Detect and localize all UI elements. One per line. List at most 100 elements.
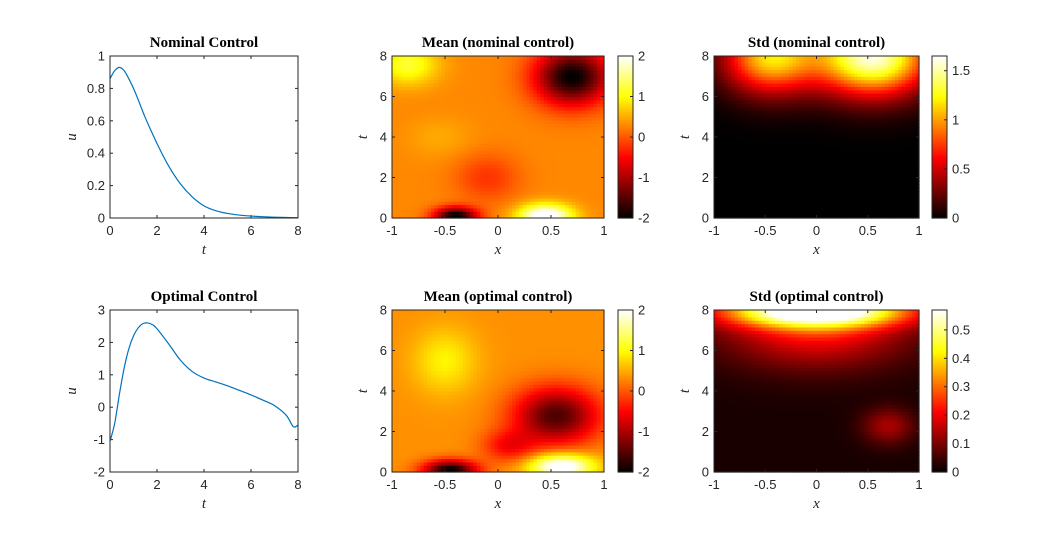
heatmap-cell: [586, 194, 591, 199]
heatmap-cell: [568, 147, 573, 152]
heatmap-cell: [423, 96, 428, 101]
heatmap-cell: [731, 86, 736, 91]
heatmap-cell: [441, 140, 446, 145]
heatmap-cell: [392, 211, 397, 216]
heatmap-cell: [437, 201, 443, 206]
heatmap-cell: [455, 79, 460, 84]
heatmap-cell: [476, 197, 481, 202]
heatmap-cell: [582, 160, 587, 165]
heatmap-cell: [473, 201, 478, 206]
heatmap-cell: [508, 56, 513, 60]
heatmap-cell: [469, 147, 474, 152]
heatmap-cell: [409, 177, 414, 182]
heatmap-cell: [455, 191, 460, 195]
heatmap-cell: [515, 110, 520, 114]
heatmap-cell: [487, 177, 492, 182]
colorbar-cell: [618, 157, 633, 161]
heatmap-cell: [551, 83, 556, 87]
heatmap-cell: [452, 177, 457, 182]
heatmap-cell: [501, 194, 506, 199]
heatmap-cell: [596, 106, 602, 111]
heatmap-cell: [452, 147, 457, 152]
heatmap-cell: [487, 76, 492, 81]
heatmap-cell: [494, 62, 499, 67]
heatmap-cell: [476, 177, 481, 182]
heatmap-cell: [714, 120, 719, 125]
heatmap-cell: [572, 116, 577, 121]
heatmap-cell: [434, 113, 439, 118]
heatmap-cell: [402, 130, 407, 135]
heatmap-cell: [498, 116, 503, 121]
heatmap-cell: [452, 164, 457, 168]
heatmap-cell: [515, 167, 520, 172]
heatmap-cell: [437, 137, 443, 141]
heatmap-cell: [427, 99, 432, 104]
heatmap-cell: [406, 214, 411, 219]
heatmap-cell: [487, 147, 492, 152]
heatmap-cell: [526, 150, 531, 155]
heatmap-cell: [501, 130, 506, 135]
heatmap-cell: [452, 140, 457, 145]
heatmap-cell: [402, 140, 407, 145]
heatmap-cell: [720, 120, 725, 125]
heatmap-cell: [714, 86, 719, 91]
heatmap-cell: [494, 83, 499, 87]
heatmap-cell: [445, 116, 450, 121]
heatmap-cell: [547, 89, 552, 94]
heatmap-cell: [833, 56, 838, 60]
heatmap-cell: [526, 123, 531, 128]
heatmap-cell: [519, 126, 524, 131]
heatmap-cell: [395, 214, 400, 219]
heatmap-cell: [536, 167, 541, 172]
heatmap-cell: [452, 160, 457, 165]
heatmap-cell: [533, 180, 538, 185]
heatmap-cell: [727, 120, 732, 125]
heatmap-cell: [448, 211, 453, 216]
heatmap-cell: [579, 66, 584, 71]
heatmap-cell: [579, 204, 584, 209]
heatmap-cell: [515, 184, 520, 189]
heatmap-cell: [547, 143, 552, 148]
heatmap-cell: [717, 113, 722, 118]
heatmap-cell: [452, 153, 457, 158]
heatmap-cell: [409, 69, 414, 74]
heatmap-cell: [533, 191, 538, 195]
colorbar-cell: [618, 81, 633, 85]
colorbar-cell: [618, 174, 633, 179]
heatmap-cell: [533, 170, 538, 175]
heatmap-cell: [487, 120, 492, 125]
heatmap-cell: [395, 153, 400, 158]
heatmap-cell: [579, 174, 584, 179]
heatmap-cell: [498, 120, 503, 125]
heatmap-cell: [420, 177, 425, 182]
heatmap-cell: [593, 153, 598, 158]
heatmap-cell: [512, 86, 517, 91]
heatmap-cell: [409, 72, 414, 77]
heatmap-cell: [554, 201, 559, 206]
heatmap-cell: [490, 191, 496, 195]
heatmap-cell: [490, 150, 496, 155]
heatmap-cell: [392, 147, 397, 152]
heatmap-cell: [727, 167, 732, 172]
heatmap-cell: [519, 174, 524, 179]
heatmap-cell: [529, 103, 534, 108]
heatmap-cell: [427, 153, 432, 158]
heatmap-cell: [494, 120, 499, 125]
heatmap-cell: [526, 56, 531, 60]
heatmap-cell: [466, 170, 471, 175]
heatmap-cell: [526, 99, 531, 104]
heatmap-cell: [459, 130, 464, 135]
heatmap-cell: [724, 214, 729, 219]
heatmap-cell: [466, 123, 471, 128]
heatmap-cell: [395, 72, 400, 77]
heatmap-cell: [533, 140, 538, 145]
heatmap-cell: [494, 170, 499, 175]
heatmap-cell: [427, 204, 432, 209]
heatmap-cell: [561, 207, 566, 212]
heatmap-cell: [399, 69, 404, 74]
heatmap-cell: [568, 106, 573, 111]
heatmap-cell: [459, 204, 464, 209]
heatmap-cell: [445, 130, 450, 135]
heatmap-cell: [459, 123, 464, 128]
heatmap-cell: [543, 147, 549, 152]
